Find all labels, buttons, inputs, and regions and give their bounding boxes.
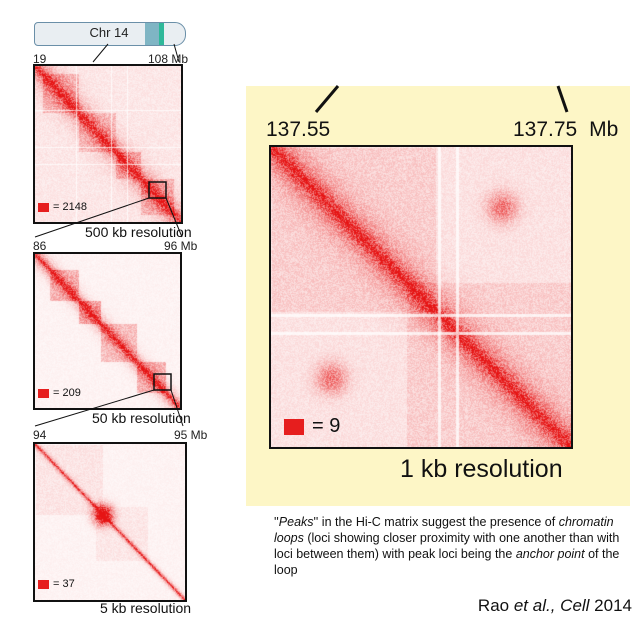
zoom-right-tick-value: 137.75 (513, 118, 578, 141)
citation-journal: Cell (555, 596, 590, 615)
caption-chromatin-loops: chromatin loops (274, 515, 614, 545)
zoom-legend-value: = 9 (312, 415, 341, 437)
legend-swatch (284, 418, 304, 435)
citation: Rao et al., Cell 2014 (478, 596, 632, 616)
panel2-right-tick: 96 Mb (164, 239, 198, 253)
panel2-left-tick: 86 (33, 239, 47, 253)
chrom-connector-right (173, 43, 180, 63)
panel3-resolution: 5 kb resolution (100, 600, 192, 616)
caption: ''Peaks'' in the Hi-C matrix suggest the… (274, 514, 634, 578)
zoom-legend: = 9 (284, 415, 340, 438)
citation-year: 2014 (589, 596, 632, 615)
legend-swatch (38, 579, 49, 589)
zoom-left-tick: 137.55 (266, 118, 331, 141)
panel1-legend: = 2148 (38, 201, 87, 213)
chromosome-label: Chr 14 (89, 25, 129, 40)
zoom-connector-1-left (34, 197, 150, 238)
hic-heatmap-500kb (33, 64, 183, 224)
citation-authors: Rao (477, 596, 514, 615)
caption-text-2: (loci showing closer proximity with one … (274, 531, 620, 561)
caption-peaks: Peaks (278, 515, 314, 529)
caption-anchor-point: anchor point (515, 547, 585, 561)
zoom-connector-1-right (165, 197, 183, 238)
zoom-connector-2-left (34, 389, 155, 427)
citation-etal: et al., (513, 596, 556, 615)
hic-heatmap-1kb (269, 145, 573, 449)
panel3-right-tick: 95 Mb (174, 428, 208, 442)
legend-swatch (38, 388, 49, 398)
panel2-resolution: 50 kb resolution (92, 410, 191, 426)
zoom-connector-big-left (314, 85, 340, 113)
zoom-resolution: 1 kb resolution (400, 455, 563, 483)
panel1-right-tick: 108 Mb (148, 52, 189, 66)
caption-quote-close: '' (313, 515, 319, 529)
chromosome-highlight-band (159, 23, 164, 45)
panel1-left-tick: 19 (33, 52, 47, 66)
caption-text-1: in the Hi-C matrix suggest the presence … (318, 515, 559, 529)
panel1-resolution: 500 kb resolution (85, 224, 192, 240)
zoom-connector-2-right (170, 389, 184, 427)
panel3-left-tick: 94 (33, 428, 47, 442)
zoom-box-500kb (148, 181, 167, 199)
panel3-legend: = 37 (38, 578, 75, 590)
caption-quote-open: '' (274, 515, 279, 529)
zoom-unit: Mb (589, 118, 619, 141)
panel3-legend-value: = 37 (53, 578, 75, 590)
panel2-legend: = 209 (38, 387, 81, 399)
hic-heatmap-5kb (33, 442, 187, 602)
chromosome-band (145, 23, 159, 45)
legend-swatch (38, 202, 49, 212)
zoom-connector-big-right (556, 85, 569, 113)
hic-heatmap-50kb (33, 252, 182, 410)
zoom-right-tick: 137.75 Mb (513, 118, 618, 142)
panel2-legend-value: = 209 (53, 387, 81, 399)
zoom-box-50kb (153, 373, 172, 391)
caption-text-3: of the loop (274, 547, 620, 577)
chromosome-ideogram (34, 22, 186, 46)
chrom-connector-left (92, 43, 109, 63)
panel1-legend-value: = 2148 (53, 201, 87, 213)
